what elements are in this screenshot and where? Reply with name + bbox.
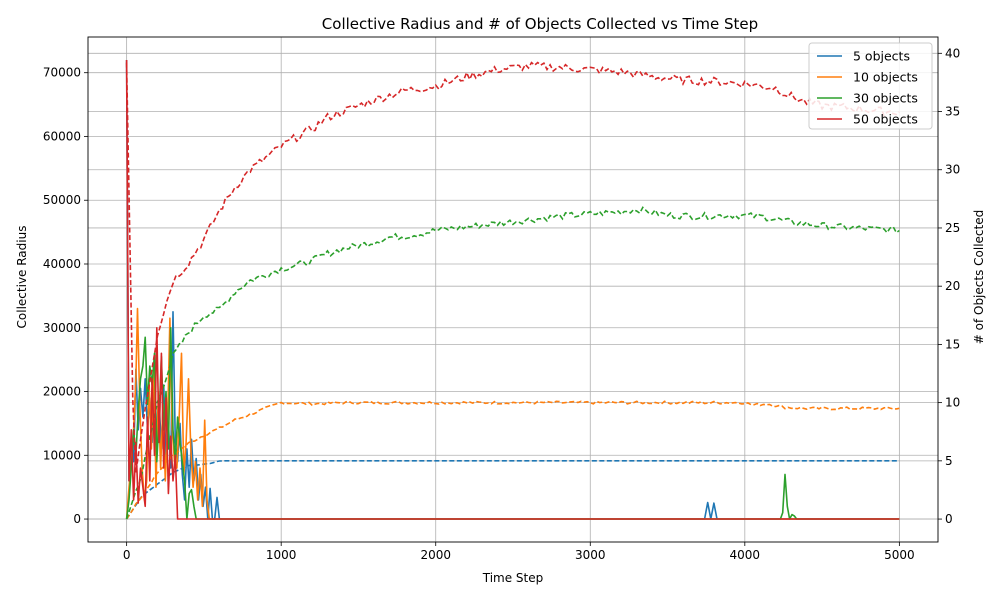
collected-line-series-2 [125, 400, 900, 520]
x-axis-label: Time Step [482, 571, 544, 585]
y2-tick-label: 30 [945, 163, 960, 177]
y2-axis-label: # of Objects Collected [972, 210, 986, 344]
x-tick-label: 0 [123, 548, 131, 562]
y2-tick-label: 25 [945, 221, 960, 235]
x-tick-label: 2000 [420, 548, 451, 562]
y-tick-label: 10000 [43, 448, 81, 462]
plot-lines [125, 59, 900, 520]
y-tick-label: 30000 [43, 321, 81, 335]
radius-line-series-3 [125, 327, 900, 520]
legend-label: 5 objects [853, 49, 910, 64]
y-tick-label: 60000 [43, 129, 81, 143]
y2-tick-label: 0 [945, 512, 953, 526]
legend-label: 10 objects [853, 70, 918, 85]
y2-tick-label: 40 [945, 46, 960, 60]
axis-ticks: 0 1000 2000 3000 4000 50000100002000030000400… [43, 46, 960, 562]
legend-label: 30 objects [853, 91, 918, 106]
x-tick-label: 3000 [575, 548, 606, 562]
y-tick-label: 70000 [43, 66, 81, 80]
x-tick-label: 4000 [730, 548, 761, 562]
legend-box [808, 42, 933, 130]
collected-line-series-4 [125, 61, 900, 474]
x-tick-label: 5000 [884, 548, 915, 562]
y2-tick-label: 35 [945, 105, 960, 119]
collected-line-series-3 [125, 206, 900, 520]
y2-tick-label: 10 [945, 396, 960, 410]
legend-label: 50 objects [853, 112, 918, 127]
radius-line-series-4 [125, 59, 900, 520]
y2-tick-label: 5 [945, 454, 953, 468]
x-tick-label: 1000 [266, 548, 297, 562]
plot-frame [87, 36, 939, 543]
chart-title: Collective Radius and # of Objects Colle… [322, 15, 758, 33]
y-tick-label: 20000 [43, 385, 81, 399]
y-tick-label: 50000 [43, 193, 81, 207]
y-tick-label: 40000 [43, 257, 81, 271]
legend: 5 objects 10 objects 30 objects 50 objects [808, 42, 933, 130]
y2-tick-label: 15 [945, 337, 960, 351]
y-axis-label: Collective Radius [15, 226, 29, 329]
y2-tick-label: 20 [945, 279, 960, 293]
y-tick-label: 0 [73, 512, 81, 526]
collected-line-series-1 [125, 460, 900, 520]
radius-line-series-1 [125, 59, 900, 520]
